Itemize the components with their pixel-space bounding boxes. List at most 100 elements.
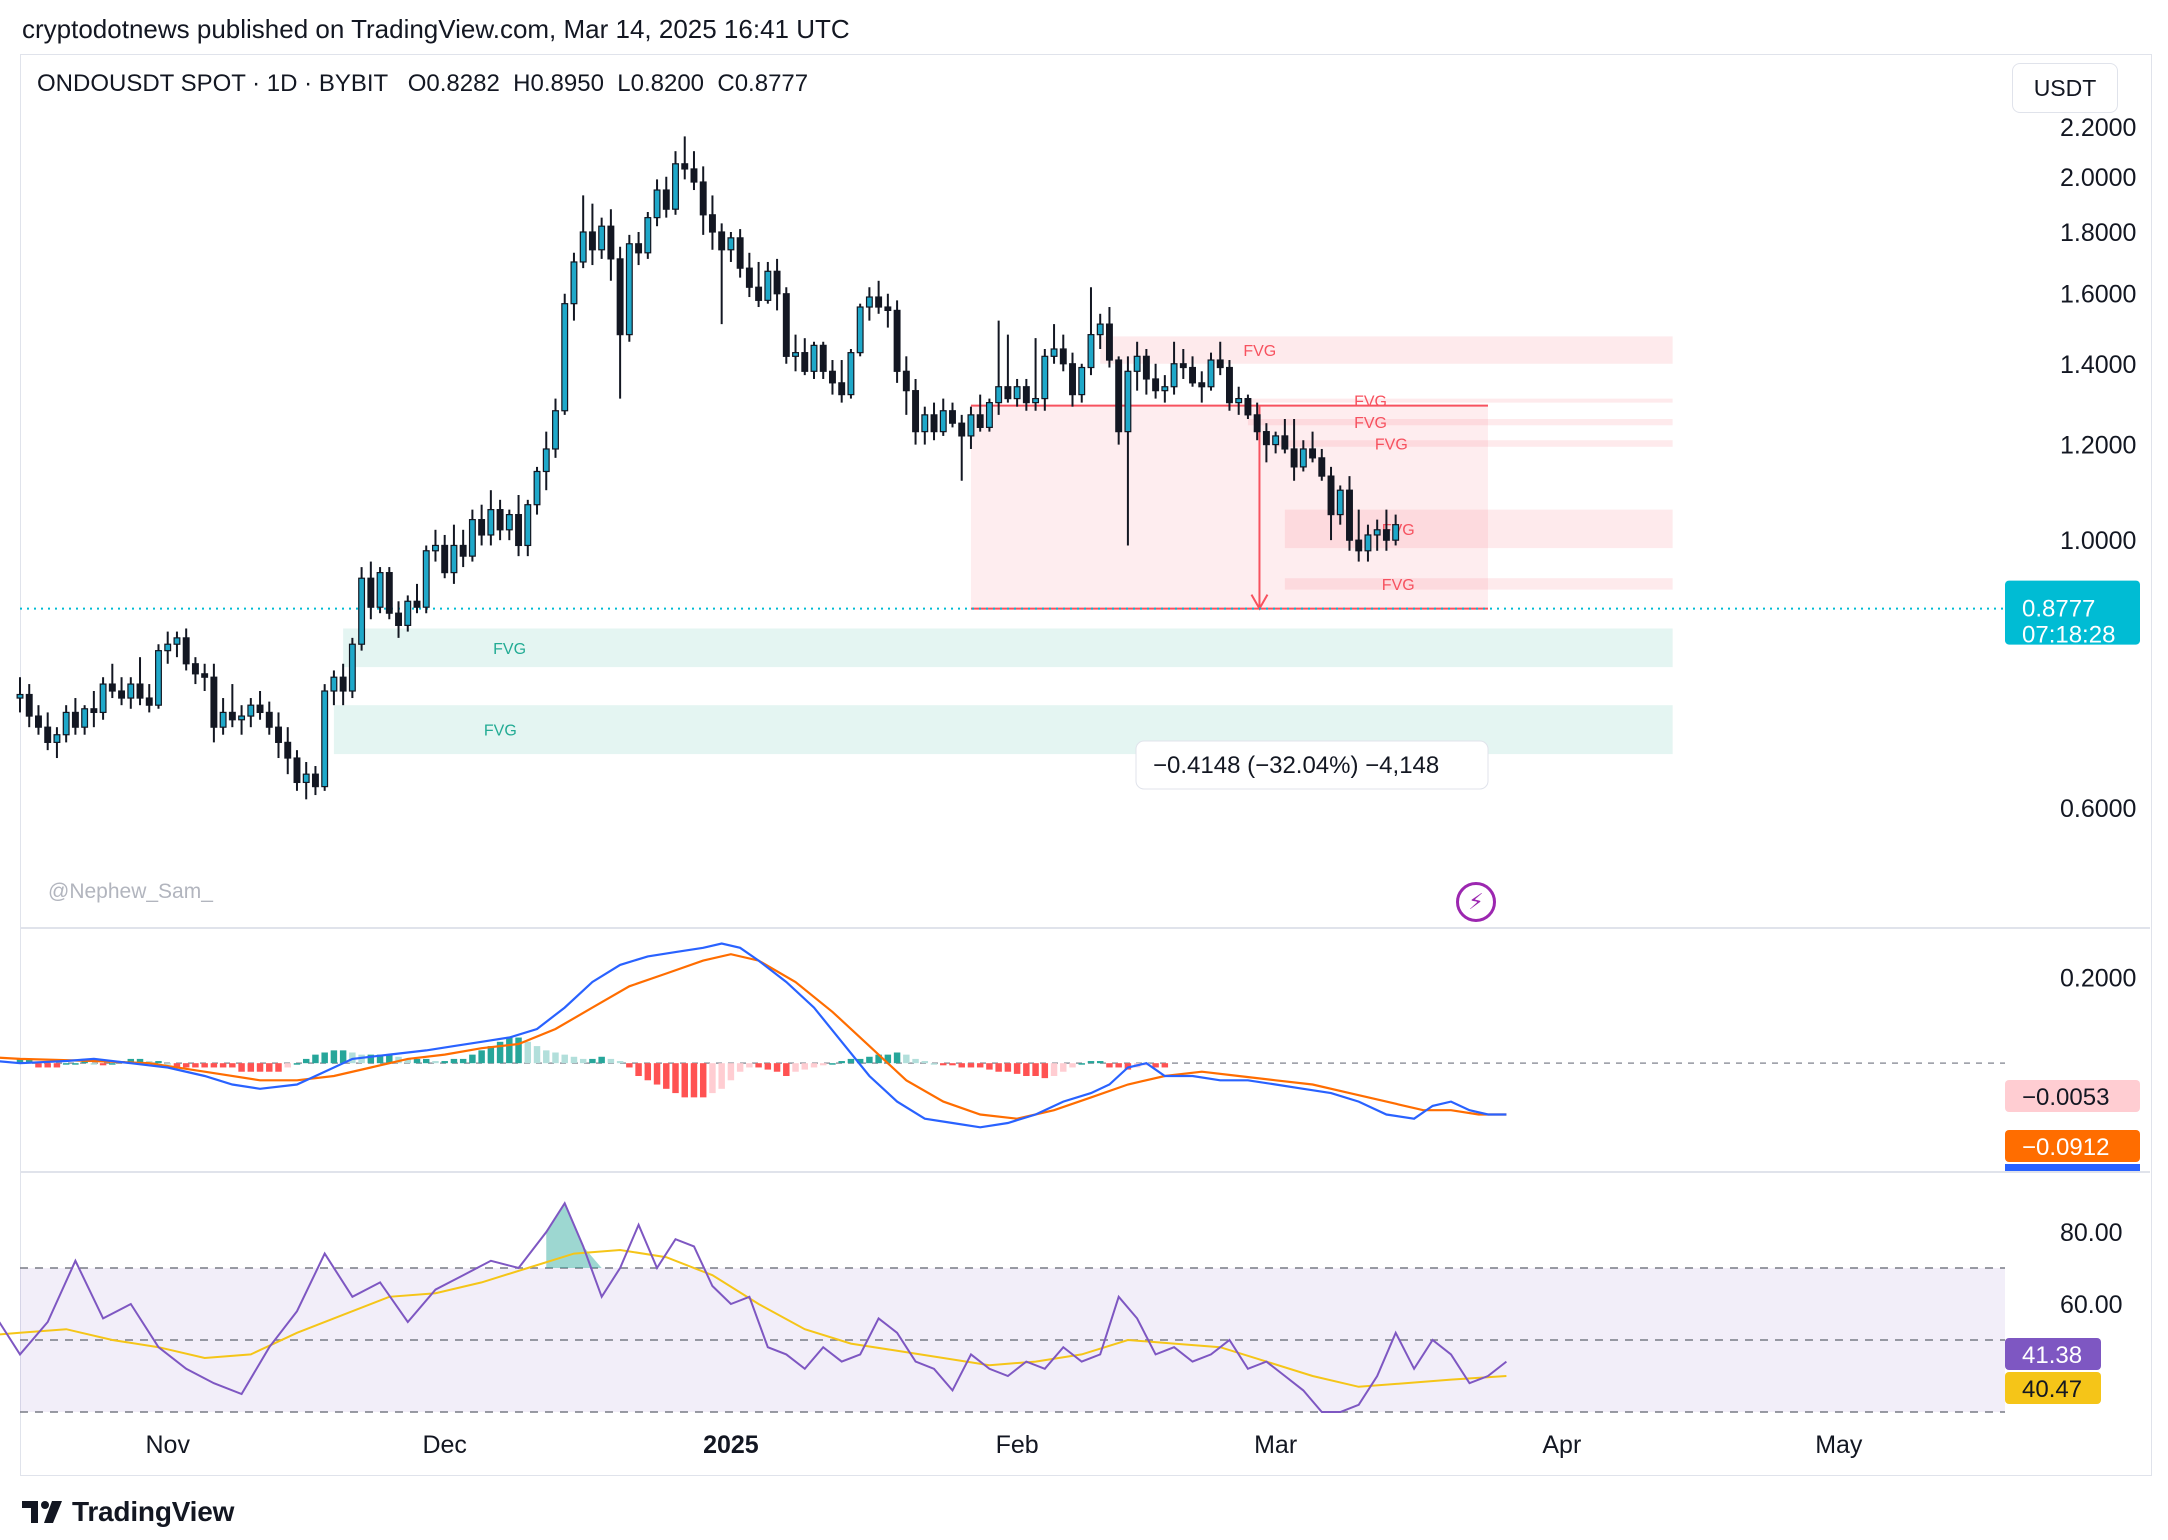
macd-histogram-bar <box>976 1063 984 1068</box>
candle-body <box>1059 348 1067 365</box>
rsi-value-tag <box>2005 1338 2101 1370</box>
candle-body <box>736 237 744 269</box>
macd-histogram-bar <box>44 1063 51 1068</box>
candle-body <box>1078 366 1086 396</box>
candle-body <box>404 600 412 626</box>
candle-body <box>367 577 375 608</box>
macd-histogram-value: −0.0053 <box>2022 1084 2109 1111</box>
candle-body <box>1382 529 1390 541</box>
macd-histogram-bar <box>441 1061 448 1064</box>
candle-body <box>690 168 698 183</box>
macd-histogram-bar <box>312 1054 319 1064</box>
macd-signal-value: −0.0912 <box>2022 1134 2109 1161</box>
macd-histogram-bar <box>626 1063 633 1068</box>
candle-body <box>865 296 873 308</box>
candle-body <box>441 544 449 574</box>
measure-box <box>970 405 1488 609</box>
fvg-zone <box>343 628 1673 668</box>
macd-tick-label: 0.2000 <box>2060 965 2136 993</box>
candle-body <box>321 690 329 788</box>
candle-body <box>1336 489 1344 516</box>
candle-body <box>681 163 689 170</box>
macd-histogram-bar <box>912 1058 919 1064</box>
candle-body <box>764 270 772 301</box>
macd-histogram-bar <box>459 1058 467 1064</box>
macd-histogram-bar <box>339 1050 347 1064</box>
candle-body <box>995 386 1003 404</box>
macd-histogram-bar <box>1004 1063 1012 1072</box>
macd-histogram-bar <box>653 1063 661 1085</box>
candle-body <box>127 683 135 699</box>
macd-histogram-bar <box>201 1063 208 1068</box>
candle-body <box>1373 529 1381 536</box>
candle-body <box>847 352 855 396</box>
candle-body <box>819 344 827 372</box>
macd-histogram-bar <box>210 1063 218 1068</box>
candle-body <box>1050 348 1058 357</box>
macd-histogram-bar <box>136 1058 144 1064</box>
candle-body <box>201 673 209 678</box>
candle-body <box>339 676 347 692</box>
measure-label: −0.4148 (−32.04%) −4,148 <box>1153 752 1439 779</box>
macd-histogram-bar <box>672 1063 679 1094</box>
macd-histogram-bar <box>376 1054 384 1064</box>
macd-histogram-bar <box>681 1063 688 1098</box>
candle-body <box>256 704 264 714</box>
candle-body <box>1262 431 1270 446</box>
candle-body <box>1318 457 1326 477</box>
macd-histogram-bar <box>736 1063 744 1072</box>
candle-body <box>976 414 984 428</box>
macd-histogram-bar <box>635 1063 642 1076</box>
currency-button[interactable]: USDT <box>2012 63 2118 113</box>
macd-histogram-bar <box>1013 1063 1021 1074</box>
lightning-icon[interactable]: ⚡ <box>1456 882 1496 922</box>
macd-histogram-bar <box>330 1050 338 1064</box>
macd-histogram-bar <box>921 1061 929 1064</box>
candle-body <box>348 643 356 692</box>
fvg-label: FVG <box>1354 415 1387 432</box>
macd-histogram-bar <box>755 1063 762 1068</box>
candle-body <box>644 217 652 254</box>
macd-histogram-bar <box>1087 1061 1095 1064</box>
macd-histogram-bar <box>1050 1063 1058 1076</box>
macd-histogram-bar <box>810 1063 818 1068</box>
macd-histogram-bar <box>404 1058 411 1064</box>
candle-body <box>570 261 578 305</box>
macd-histogram-bar <box>718 1063 725 1089</box>
candle-body <box>607 225 615 260</box>
candle-body <box>145 697 153 706</box>
macd-histogram-bar <box>127 1058 135 1064</box>
fvg-label: FVG <box>484 723 517 740</box>
candle-body <box>958 422 966 437</box>
candle-body <box>395 612 402 626</box>
candle-body <box>1152 378 1160 392</box>
macd-histogram-bar <box>1023 1063 1030 1076</box>
macd-histogram-bar <box>579 1058 587 1064</box>
macd-histogram-bar <box>958 1063 965 1068</box>
candle-body <box>44 726 52 743</box>
candle-body <box>1216 359 1224 369</box>
rsi-ma-line <box>0 1248 1507 1388</box>
tradingview-brand[interactable]: TradingView <box>22 1492 234 1532</box>
macd-histogram-bar <box>478 1050 485 1064</box>
rsi-line <box>0 1201 1508 1413</box>
macd-histogram-bar <box>496 1041 504 1064</box>
candle-body <box>921 414 929 433</box>
candle-body <box>542 448 550 473</box>
candle-body <box>838 382 846 396</box>
candle-body <box>1124 370 1132 433</box>
brand-text: TradingView <box>72 1496 235 1527</box>
fvg-zone <box>1284 578 1673 590</box>
macd-histogram-bar <box>893 1052 901 1064</box>
candle-body <box>1272 435 1280 446</box>
rsi-value: 41.38 <box>2022 1342 2082 1369</box>
candle-body <box>875 296 883 308</box>
symbol-name: ONDOUSDT SPOT · 1D · BYBIT <box>37 70 388 97</box>
price-tick-label: 0.6000 <box>2060 795 2136 823</box>
candle-body <box>118 690 126 699</box>
macd-histogram-bar <box>321 1052 328 1064</box>
macd-histogram-bar <box>967 1063 975 1068</box>
candle-body <box>478 519 486 536</box>
candle-body <box>1170 363 1178 388</box>
